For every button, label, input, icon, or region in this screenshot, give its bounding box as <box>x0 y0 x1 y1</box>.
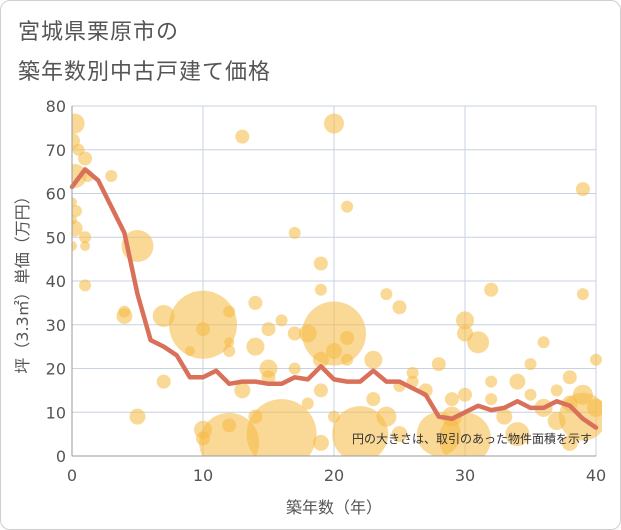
data-bubble <box>222 418 237 433</box>
data-bubble <box>341 353 354 366</box>
data-bubble <box>116 308 133 324</box>
data-bubble <box>288 362 301 375</box>
y-tick-label: 0 <box>56 447 66 466</box>
data-bubble <box>406 366 419 379</box>
average-line-series <box>69 167 599 430</box>
data-bubble <box>550 384 563 397</box>
data-bubble <box>485 393 498 406</box>
data-bubble <box>314 283 327 296</box>
data-bubble <box>223 305 236 318</box>
y-tick-label: 10 <box>46 403 66 422</box>
data-bubble <box>129 408 146 425</box>
data-bubble <box>196 322 210 337</box>
data-bubble <box>184 346 195 356</box>
data-bubble <box>223 345 236 357</box>
x-tick-label: 0 <box>67 466 77 485</box>
data-bubble <box>376 406 397 427</box>
data-bubble <box>391 426 408 443</box>
data-bubble <box>72 220 83 237</box>
chart-note: 円の大きさは、取引のあった物件面積を示す <box>352 431 592 446</box>
data-bubble <box>80 241 91 251</box>
chart-title-line2: 築年数別中古戸建て価格 <box>18 60 272 85</box>
data-bubble <box>485 375 498 388</box>
data-bubble <box>72 241 77 251</box>
data-bubble <box>380 288 393 301</box>
data-bubble <box>246 337 265 356</box>
y-tick-label: 50 <box>46 228 66 247</box>
data-bubble <box>156 374 171 389</box>
data-bubble <box>324 113 344 134</box>
data-bubble <box>313 383 328 398</box>
y-tick-label: 40 <box>46 272 66 291</box>
x-tick-label: 10 <box>193 466 213 485</box>
data-bubble <box>288 226 301 239</box>
y-tick-label: 80 <box>46 97 66 116</box>
data-bubble <box>261 322 276 337</box>
axes: 0 10 20 30 40 50 60 70 80 0 10 20 30 40 <box>46 97 607 485</box>
data-bubble <box>301 397 314 410</box>
data-bubble <box>199 412 260 456</box>
data-bubble <box>72 197 77 208</box>
data-bubble <box>261 370 276 385</box>
y-axis-label: 坪（3.3㎡）単価（万円） <box>13 188 32 373</box>
data-bubble <box>467 331 490 354</box>
data-bubble <box>313 256 328 271</box>
data-bubble <box>312 434 329 451</box>
data-bubble <box>537 336 550 349</box>
data-bubble <box>590 353 602 366</box>
y-tick-label: 30 <box>46 316 66 335</box>
data-bubble <box>505 422 530 447</box>
data-bubble <box>496 408 513 425</box>
data-bubble <box>456 311 474 330</box>
data-bubble <box>332 406 389 456</box>
data-bubble <box>341 200 354 213</box>
data-bubble <box>524 388 537 401</box>
data-bubble <box>302 301 366 366</box>
data-bubble <box>431 357 446 372</box>
data-bubble <box>576 288 589 301</box>
data-bubble <box>78 151 93 166</box>
data-bubble <box>484 282 499 297</box>
data-bubble <box>235 129 250 144</box>
data-bubble <box>275 314 288 327</box>
data-bubble <box>326 343 342 359</box>
data-bubble <box>79 231 92 244</box>
data-bubble <box>587 398 602 417</box>
data-bubble <box>234 382 251 399</box>
data-bubble <box>561 434 578 451</box>
data-bubble <box>366 392 381 407</box>
x-tick-label: 20 <box>324 466 344 485</box>
y-tick-label: 60 <box>46 185 66 204</box>
data-bubble <box>458 387 472 402</box>
bubble-series <box>72 113 602 456</box>
data-bubble <box>575 182 590 197</box>
data-bubble <box>246 399 317 456</box>
data-bubble <box>562 370 577 385</box>
x-axis-label: 築年数（年） <box>286 498 382 517</box>
data-bubble <box>224 337 235 348</box>
data-bubble <box>439 412 491 456</box>
average-price-line <box>69 167 599 430</box>
data-bubble <box>72 113 85 134</box>
data-bubble <box>524 358 537 371</box>
data-bubble <box>392 300 407 315</box>
data-bubble <box>72 205 82 217</box>
y-tick-label: 70 <box>46 141 66 160</box>
y-tick-label: 20 <box>46 360 66 379</box>
data-bubble <box>105 170 118 182</box>
data-bubble <box>509 373 526 390</box>
data-bubble <box>364 350 383 369</box>
data-bubble <box>444 392 459 407</box>
data-bubble <box>79 279 92 292</box>
data-bubble <box>287 326 302 341</box>
chart-title-line1: 宮城県栗原市の <box>18 20 180 45</box>
data-bubble <box>340 330 355 345</box>
x-tick-label: 40 <box>586 466 606 485</box>
data-bubble <box>248 295 263 310</box>
x-tick-label: 30 <box>455 466 475 485</box>
